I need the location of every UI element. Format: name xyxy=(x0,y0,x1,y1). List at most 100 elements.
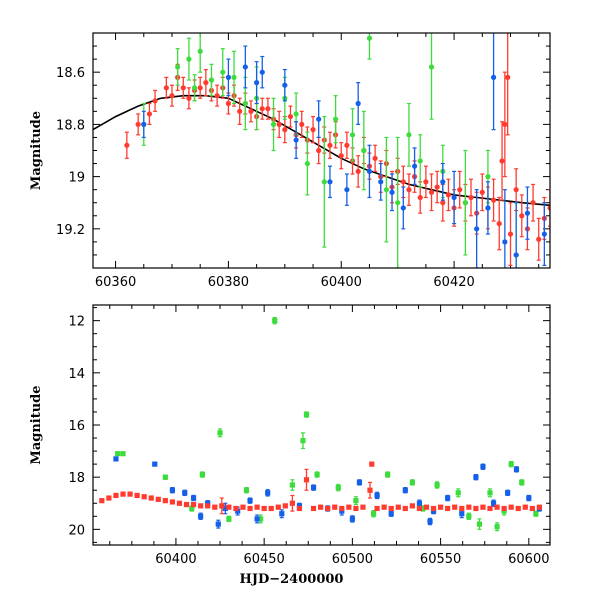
top-green-point xyxy=(349,132,356,138)
bottom-green-point xyxy=(335,485,341,491)
top-red-point xyxy=(163,85,169,91)
bottom-red-point xyxy=(395,504,401,510)
top-blue-point xyxy=(293,137,299,143)
top-xtick-label: 60380 xyxy=(208,275,249,290)
bottom-red-point xyxy=(233,505,239,512)
top-red-point xyxy=(287,113,294,120)
bottom-red-point xyxy=(155,496,161,502)
bottom-green-point xyxy=(434,482,440,488)
top-red-point xyxy=(434,184,440,190)
top-xtick-label: 60360 xyxy=(95,275,136,290)
bottom-green-point xyxy=(353,498,359,504)
bottom-green-point xyxy=(476,521,483,527)
bottom-ytick-label: 12 xyxy=(68,315,85,330)
bottom-blue-point xyxy=(505,490,511,496)
top-red-point xyxy=(440,200,446,206)
bottom-blue-point xyxy=(339,508,345,514)
bottom-red-point xyxy=(515,505,521,512)
bottom-blue-point xyxy=(169,487,176,493)
bottom-blue-point xyxy=(235,508,241,514)
bottom-red-point xyxy=(501,505,507,512)
top-red-point xyxy=(423,179,429,185)
top-red-point xyxy=(197,85,203,91)
bottom-green-point xyxy=(258,516,264,522)
bottom-green-point xyxy=(519,479,525,485)
bottom-red-point xyxy=(226,504,232,510)
bottom-xlabel: HJD−2400000 xyxy=(240,572,344,587)
bottom-red-point xyxy=(353,505,359,512)
top-blue-point xyxy=(366,168,373,174)
bottom-blue-point xyxy=(459,511,465,517)
top-model-curve xyxy=(93,94,550,207)
bottom-red-point xyxy=(296,505,303,512)
top-red-point xyxy=(530,200,536,206)
bottom-green-point xyxy=(189,505,195,512)
top-green-point xyxy=(485,174,491,180)
bottom-red-point xyxy=(254,504,260,510)
top-panel-zoom: 60360 60380 60400 60420 18.6 18.8 19 19.2 Magnit… xyxy=(29,32,551,290)
bottom-green-point xyxy=(226,516,232,522)
top-green-point xyxy=(175,64,181,70)
bottom-red-point xyxy=(522,504,528,510)
top-red-point xyxy=(146,111,153,117)
top-blue-point xyxy=(378,179,384,185)
top-red-point xyxy=(468,194,474,201)
bottom-red-point xyxy=(369,461,375,467)
top-red-point xyxy=(152,98,158,104)
bottom-green-point xyxy=(314,471,320,478)
top-red-point xyxy=(428,189,435,195)
top-green-point xyxy=(361,147,367,154)
bottom-blue-point xyxy=(427,518,433,525)
top-blue-point xyxy=(440,179,446,185)
top-red-point xyxy=(259,106,265,112)
bottom-ytick-label: 18 xyxy=(68,471,85,486)
top-red-point xyxy=(316,147,322,154)
bottom-green-point xyxy=(409,479,415,485)
top-red-point xyxy=(406,187,412,193)
bottom-red-point xyxy=(473,505,479,512)
bottom-red-point xyxy=(169,499,176,505)
top-red-point xyxy=(355,168,361,174)
bottom-panel-full: 60400 60450 60500 60550 60600 12 14 16 18 20 Magni… xyxy=(29,304,551,587)
top-red-point xyxy=(513,187,519,193)
top-green-point xyxy=(366,35,373,41)
top-red-point xyxy=(203,80,209,86)
top-green-point xyxy=(220,69,226,75)
top-ytick-label: 18.6 xyxy=(56,66,85,81)
bottom-red-point xyxy=(310,505,317,512)
top-green-point xyxy=(208,77,215,83)
top-red-point xyxy=(536,236,542,242)
top-blue-point xyxy=(316,116,322,122)
bottom-red-point xyxy=(487,505,493,512)
bottom-blue-point xyxy=(473,474,479,480)
bottom-green-point xyxy=(303,411,310,418)
top-green-point xyxy=(417,158,423,164)
top-blue-point xyxy=(502,239,508,245)
top-blue-point xyxy=(141,121,147,127)
bottom-xtick-label: 60500 xyxy=(332,552,373,567)
top-blue-point xyxy=(541,231,547,237)
top-red-point xyxy=(237,108,243,114)
bottom-red-point xyxy=(360,504,366,510)
bottom-red-point xyxy=(99,498,105,504)
bottom-red-point xyxy=(261,505,267,512)
bottom-red-point xyxy=(120,491,126,497)
bottom-red-point xyxy=(247,505,253,512)
bottom-blue-point xyxy=(445,495,451,501)
top-blue-point xyxy=(282,82,288,88)
top-ytick-label: 19.2 xyxy=(56,223,85,238)
bottom-blue-point xyxy=(526,495,532,501)
bottom-blue-point xyxy=(430,508,437,514)
bottom-blue-point xyxy=(374,492,380,499)
bottom-blue-point xyxy=(388,511,394,517)
top-green-point xyxy=(383,187,389,193)
bottom-red-point xyxy=(268,505,274,512)
bottom-blue-point xyxy=(416,500,423,506)
top-green-point xyxy=(462,200,468,206)
bottom-red-point xyxy=(339,505,345,512)
bottom-red-point xyxy=(332,504,338,510)
bottom-green-point xyxy=(455,490,461,496)
bottom-blue-point xyxy=(247,498,253,504)
top-blue-point xyxy=(524,210,531,216)
